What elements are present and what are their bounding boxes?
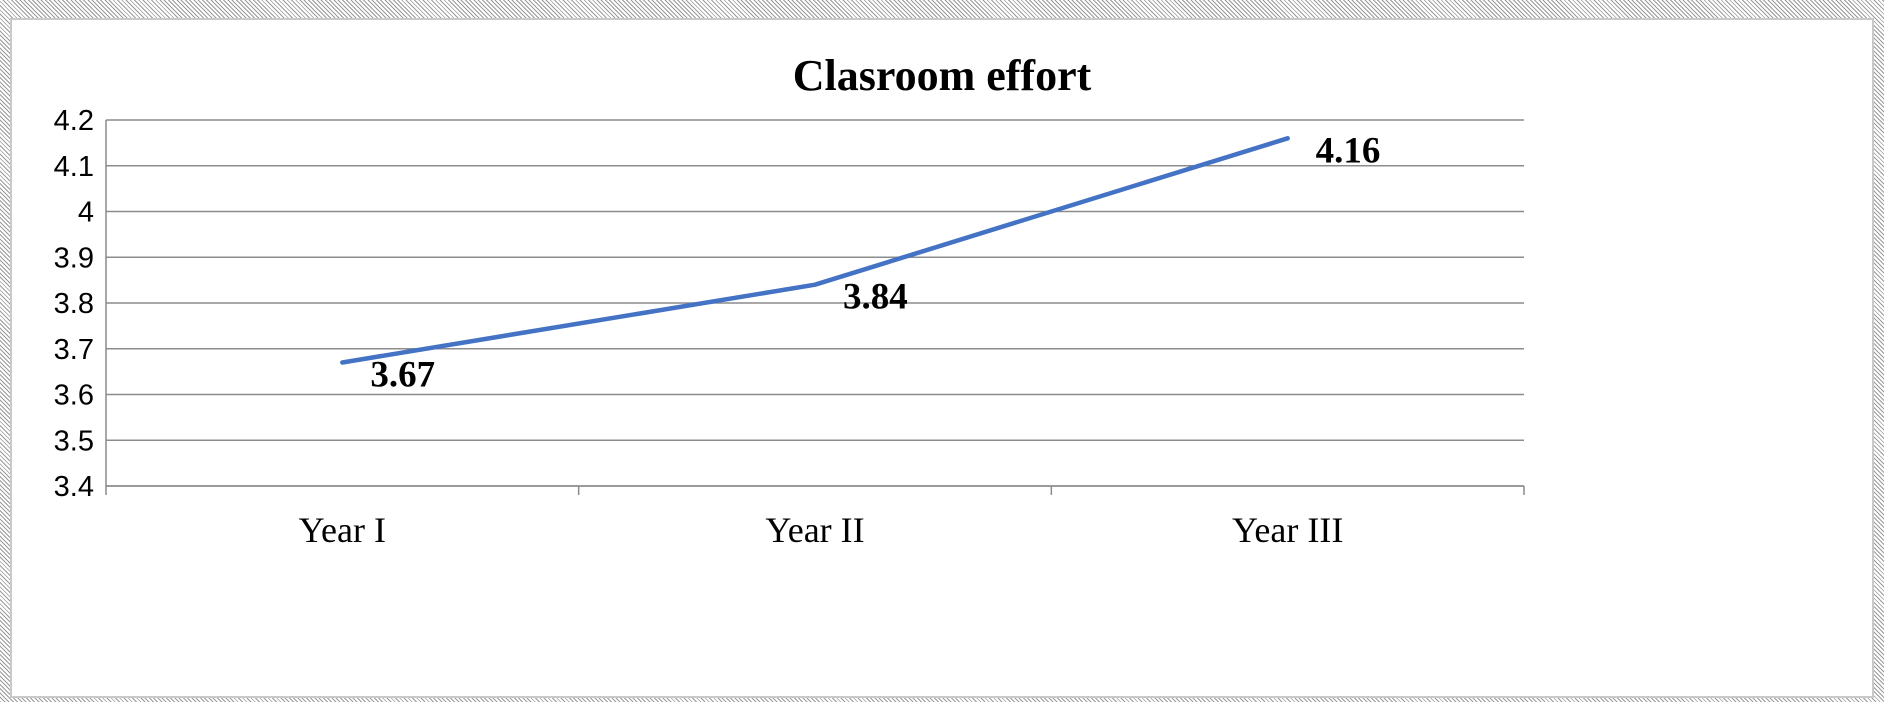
series-line xyxy=(340,136,1290,365)
line-chart: Clasroom effort 3.4 3.5 3.6 3.7 3.8 3.9 4 4.1 4.… xyxy=(54,51,1525,550)
chart-title: Clasroom effort xyxy=(793,51,1092,100)
y-tick-label: 3.5 xyxy=(54,425,94,457)
axes xyxy=(105,120,1525,495)
data-label: 3.67 xyxy=(370,354,435,395)
chart-area: Clasroom effort 3.4 3.5 3.6 3.7 3.8 3.9 4 4.1 4.… xyxy=(10,18,1874,698)
y-tick-label: 3.7 xyxy=(54,334,94,366)
y-tick-label: 4 xyxy=(78,197,94,229)
x-tick-label: Year II xyxy=(765,510,864,550)
y-tick-label: 3.9 xyxy=(54,242,94,274)
data-label: 3.84 xyxy=(843,277,908,318)
y-tick-label: 3.8 xyxy=(54,288,94,320)
x-tick-label: Year III xyxy=(1232,510,1343,550)
series xyxy=(340,136,1290,365)
y-tick-label: 4.1 xyxy=(54,151,94,183)
y-tick-label: 3.6 xyxy=(54,380,94,412)
data-label: 4.16 xyxy=(1316,130,1381,171)
y-tick-label: 3.4 xyxy=(54,471,94,503)
gridlines xyxy=(106,119,1524,487)
x-axis-ticks: Year I Year II Year III xyxy=(299,510,1344,550)
y-axis-ticks: 3.4 3.5 3.6 3.7 3.8 3.9 4 4.1 4.2 xyxy=(54,105,94,503)
y-tick-label: 4.2 xyxy=(54,105,94,137)
data-labels: 3.67 3.84 4.16 xyxy=(370,130,1380,395)
x-tick-label: Year I xyxy=(299,510,386,550)
